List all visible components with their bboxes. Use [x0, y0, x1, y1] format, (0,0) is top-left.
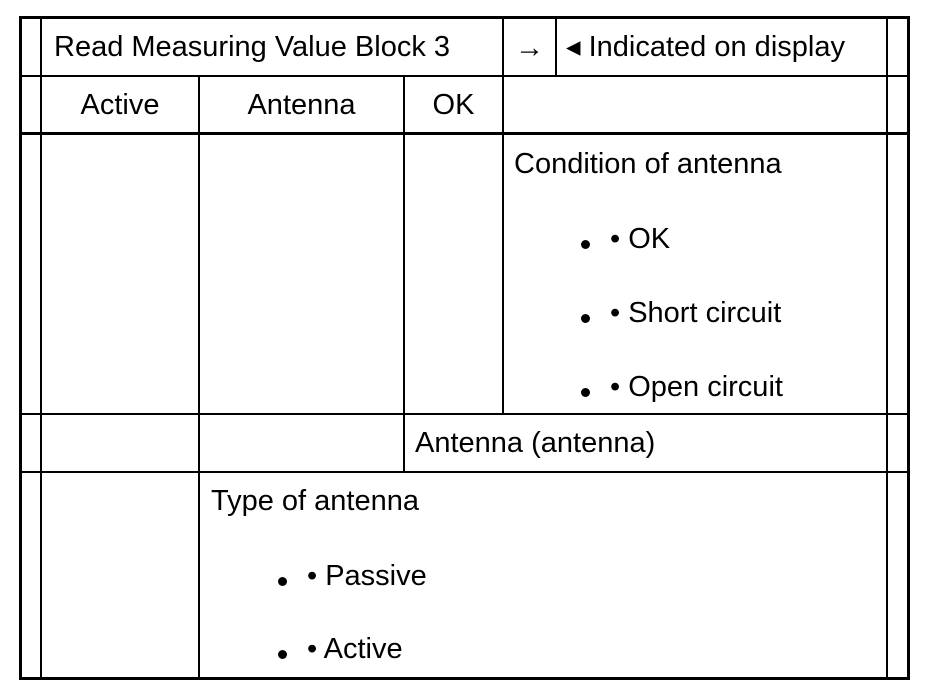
block-title: Read Measuring Value Block 3 — [54, 31, 451, 63]
condition-item-label: • Short circuit — [610, 297, 782, 329]
indicated-on-display-label: ◂ Indicated on display — [566, 31, 845, 63]
bullet-icon — [581, 314, 590, 323]
type-heading: Type of antenna — [211, 485, 419, 517]
table-rule — [502, 16, 504, 415]
type-item-label: • Active — [307, 633, 403, 665]
table-border-bottom — [19, 677, 910, 680]
bullet-icon — [581, 240, 590, 249]
table-border-right — [907, 16, 910, 680]
table-rule — [19, 471, 910, 473]
status-active-cell: Active — [80, 89, 160, 121]
ok-cell: OK — [432, 89, 475, 121]
antenna-label: Antenna (antenna) — [415, 427, 656, 459]
table-border-top — [19, 16, 910, 19]
bullet-icon — [581, 388, 590, 397]
table-rule — [886, 16, 888, 680]
arrow-icon: → — [515, 32, 544, 64]
table-rule — [555, 16, 557, 77]
bullet-icon — [278, 650, 287, 659]
condition-item-label: • Open circuit — [610, 371, 783, 403]
bullet-icon — [278, 577, 287, 586]
table-rule — [19, 75, 910, 77]
condition-heading: Condition of antenna — [514, 148, 782, 180]
table-rule — [19, 413, 910, 415]
table-rule — [198, 75, 200, 680]
table-rule — [40, 16, 42, 680]
table-rule — [19, 132, 910, 135]
table-border-left — [19, 16, 22, 680]
type-item-label: • Passive — [307, 560, 427, 592]
condition-item-label: • OK — [610, 223, 671, 255]
table-rule — [403, 75, 405, 473]
antenna-cell: Antenna — [247, 89, 356, 121]
